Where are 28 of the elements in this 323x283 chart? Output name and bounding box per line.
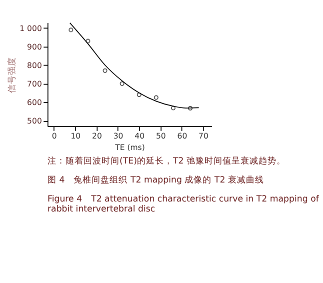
point	[170, 106, 176, 110]
y-tick-label: 800	[27, 61, 42, 70]
x-axis-title: TE (ms)	[114, 142, 145, 152]
y-tick-label: 900	[27, 42, 42, 52]
x-tick-label: 70	[198, 132, 208, 141]
y-tick-label: 1 000	[20, 24, 42, 34]
point	[154, 95, 158, 100]
text: 注：随着回波时间(TE)的延长，T2 弛豫时间值呈衰减趋势。	[48, 155, 286, 166]
x-tick-label: 60	[177, 132, 188, 141]
x-tick-label: 50	[156, 132, 166, 141]
y-tick-label: 500	[27, 116, 42, 126]
x-tick-label: 20	[92, 132, 102, 141]
point	[68, 28, 74, 32]
y-axis-title: 信号强度	[6, 56, 18, 93]
y-tick-label: 600	[27, 98, 42, 108]
x-tick-label: 40	[134, 132, 145, 141]
point	[136, 92, 142, 97]
point	[102, 68, 108, 73]
caption: 图 4 兔椎间盘组织 T2 mapping 成像的 T2 衰减曲线	[48, 174, 264, 186]
point	[188, 106, 193, 110]
point	[120, 81, 124, 86]
x-tick-label: 0	[52, 132, 57, 141]
point	[86, 38, 90, 44]
x-tick-label: 10	[70, 132, 81, 141]
caption: Figure 4 T2 attenuation characteristic curve in T2 mapping of rabbit intervertebral disc	[48, 194, 320, 215]
x-tick-label: 30	[113, 132, 124, 141]
line-series	[69, 22, 200, 108]
y-tick-label: 700	[27, 80, 42, 89]
